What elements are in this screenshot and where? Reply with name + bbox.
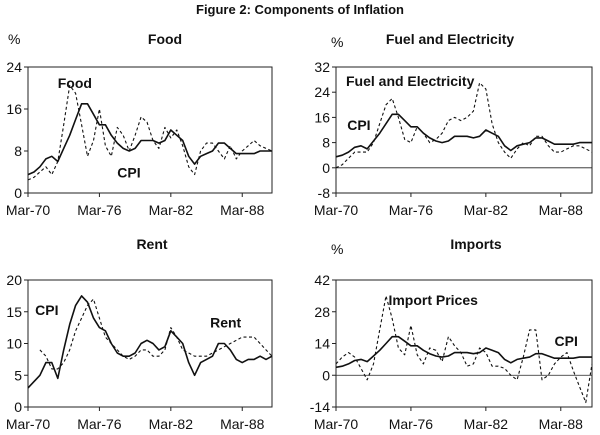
y-tick-label: 14 — [314, 336, 330, 352]
y-tick-label: 0 — [14, 185, 22, 201]
x-tick-label: Mar-88 — [539, 202, 584, 218]
series-annotation: CPI — [35, 302, 58, 318]
x-tick-label: Mar-88 — [220, 416, 265, 432]
panel-title: Rent — [136, 236, 167, 252]
y-tick-label: 10 — [6, 336, 22, 352]
x-tick-label: Mar-70 — [314, 416, 359, 432]
x-tick-label: Mar-70 — [314, 202, 359, 218]
figure-title: Figure 2: Components of Inflation — [196, 2, 404, 17]
x-tick-label: Mar-88 — [539, 416, 584, 432]
series-line-import-prices — [335, 295, 593, 404]
plot-frame — [27, 66, 273, 194]
series-line-cpi — [335, 335, 592, 369]
series-line-cpi — [27, 295, 273, 389]
x-tick-label: Mar-76 — [77, 202, 122, 218]
series-annotation: Fuel and Electricity — [346, 73, 475, 89]
x-tick-label: Mar-82 — [464, 416, 509, 432]
panel-imports: Imports% -14 0 14 28 42 Mar-70 Mar-76 Mar-82 Mar-… — [310, 236, 593, 432]
y-unit-label: % — [331, 34, 343, 50]
x-tick-label: Mar-82 — [149, 202, 194, 218]
y-tick-label: 0 — [322, 160, 330, 176]
series-line-cpi — [27, 103, 272, 176]
series-annotation: Import Prices — [388, 292, 478, 308]
x-tick-label: Mar-76 — [389, 202, 434, 218]
y-tick-label: -8 — [318, 185, 331, 201]
y-tick-label: 16 — [314, 109, 330, 125]
series-annotation: CPI — [555, 333, 578, 349]
y-tick-label: 8 — [14, 143, 22, 159]
y-unit-label: % — [331, 241, 343, 257]
x-tick-label: Mar-82 — [464, 202, 509, 218]
panel-fuel: Fuel and Electricity% -8 0 8 16 24 32 Mar-70 Mar… — [314, 31, 593, 218]
y-tick-label: 42 — [314, 272, 330, 288]
y-tick-label: 0 — [322, 367, 330, 383]
y-tick-label: 20 — [6, 272, 22, 288]
y-tick-label: 8 — [322, 135, 330, 151]
series-line-cpi — [335, 113, 592, 158]
y-tick-label: 15 — [6, 304, 22, 320]
y-tick-label: 5 — [14, 367, 22, 383]
panel-rent: Rent 0 5 10 15 20 Mar-70 Mar-76 Mar-82 Mar-88 CPI R… — [6, 236, 273, 432]
series-annotation: Food — [58, 75, 92, 91]
y-tick-label: -14 — [310, 399, 330, 415]
y-unit-label: % — [8, 31, 20, 47]
y-tick-label: 32 — [314, 59, 330, 75]
y-tick-label: 24 — [6, 59, 22, 75]
panel-food: Food% 0 8 16 24 Mar-70 Mar-76 Mar-82 Mar-88 Food C… — [6, 31, 273, 218]
series-annotation: CPI — [347, 117, 370, 133]
y-tick-label: 24 — [314, 84, 330, 100]
panel-title: Fuel and Electricity — [386, 31, 515, 47]
x-tick-label: Mar-70 — [6, 202, 51, 218]
x-tick-label: Mar-76 — [77, 416, 122, 432]
series-line-food — [27, 84, 273, 181]
x-tick-label: Mar-76 — [389, 416, 434, 432]
x-tick-label: Mar-88 — [220, 202, 265, 218]
x-tick-label: Mar-70 — [6, 416, 51, 432]
panel-title: Food — [148, 31, 182, 47]
series-annotation: CPI — [117, 164, 140, 180]
plot-frame — [335, 66, 593, 194]
y-tick-label: 28 — [314, 304, 330, 320]
x-tick-label: Mar-82 — [149, 416, 194, 432]
series-annotation: Rent — [210, 315, 241, 331]
series-line-rent — [39, 298, 273, 370]
y-tick-label: 16 — [6, 101, 22, 117]
y-tick-label: 0 — [14, 399, 22, 415]
panel-title: Imports — [450, 236, 502, 252]
series-line-fuel-and-electricity — [335, 82, 593, 169]
